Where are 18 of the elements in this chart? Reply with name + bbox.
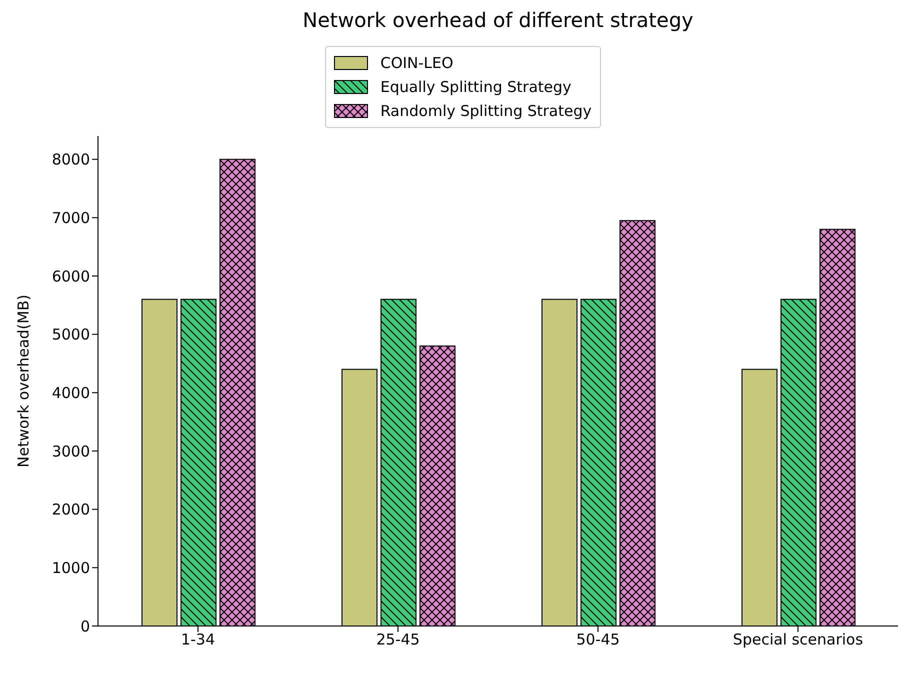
y-tick-label: 4000 bbox=[52, 384, 90, 402]
legend-label: Randomly Splitting Strategy bbox=[380, 101, 592, 122]
y-tick-label: 7000 bbox=[52, 208, 90, 227]
y-tick-label: 5000 bbox=[52, 326, 90, 344]
y-tick-label: 6000 bbox=[52, 267, 90, 286]
x-tick-label: 50-45 bbox=[576, 630, 620, 649]
y-tick-label: 2000 bbox=[52, 500, 90, 519]
y-tick-label: 8000 bbox=[52, 150, 90, 169]
x-tick-label: Special scenarios bbox=[732, 630, 864, 649]
chart-title: Network overhead of different strategy bbox=[302, 8, 694, 32]
legend-label: Equally Splitting Strategy bbox=[380, 77, 572, 98]
x-tick-label: 1-34 bbox=[180, 630, 216, 649]
y-tick-label: 1000 bbox=[52, 558, 90, 577]
y-tick-label: 3000 bbox=[52, 442, 90, 460]
legend-label: COIN-LEO bbox=[380, 53, 454, 74]
y-tick-label: 0 bbox=[80, 617, 90, 636]
x-tick-label: 25-45 bbox=[376, 630, 420, 649]
y-axis-title: Network overhead(MB) bbox=[14, 294, 32, 468]
